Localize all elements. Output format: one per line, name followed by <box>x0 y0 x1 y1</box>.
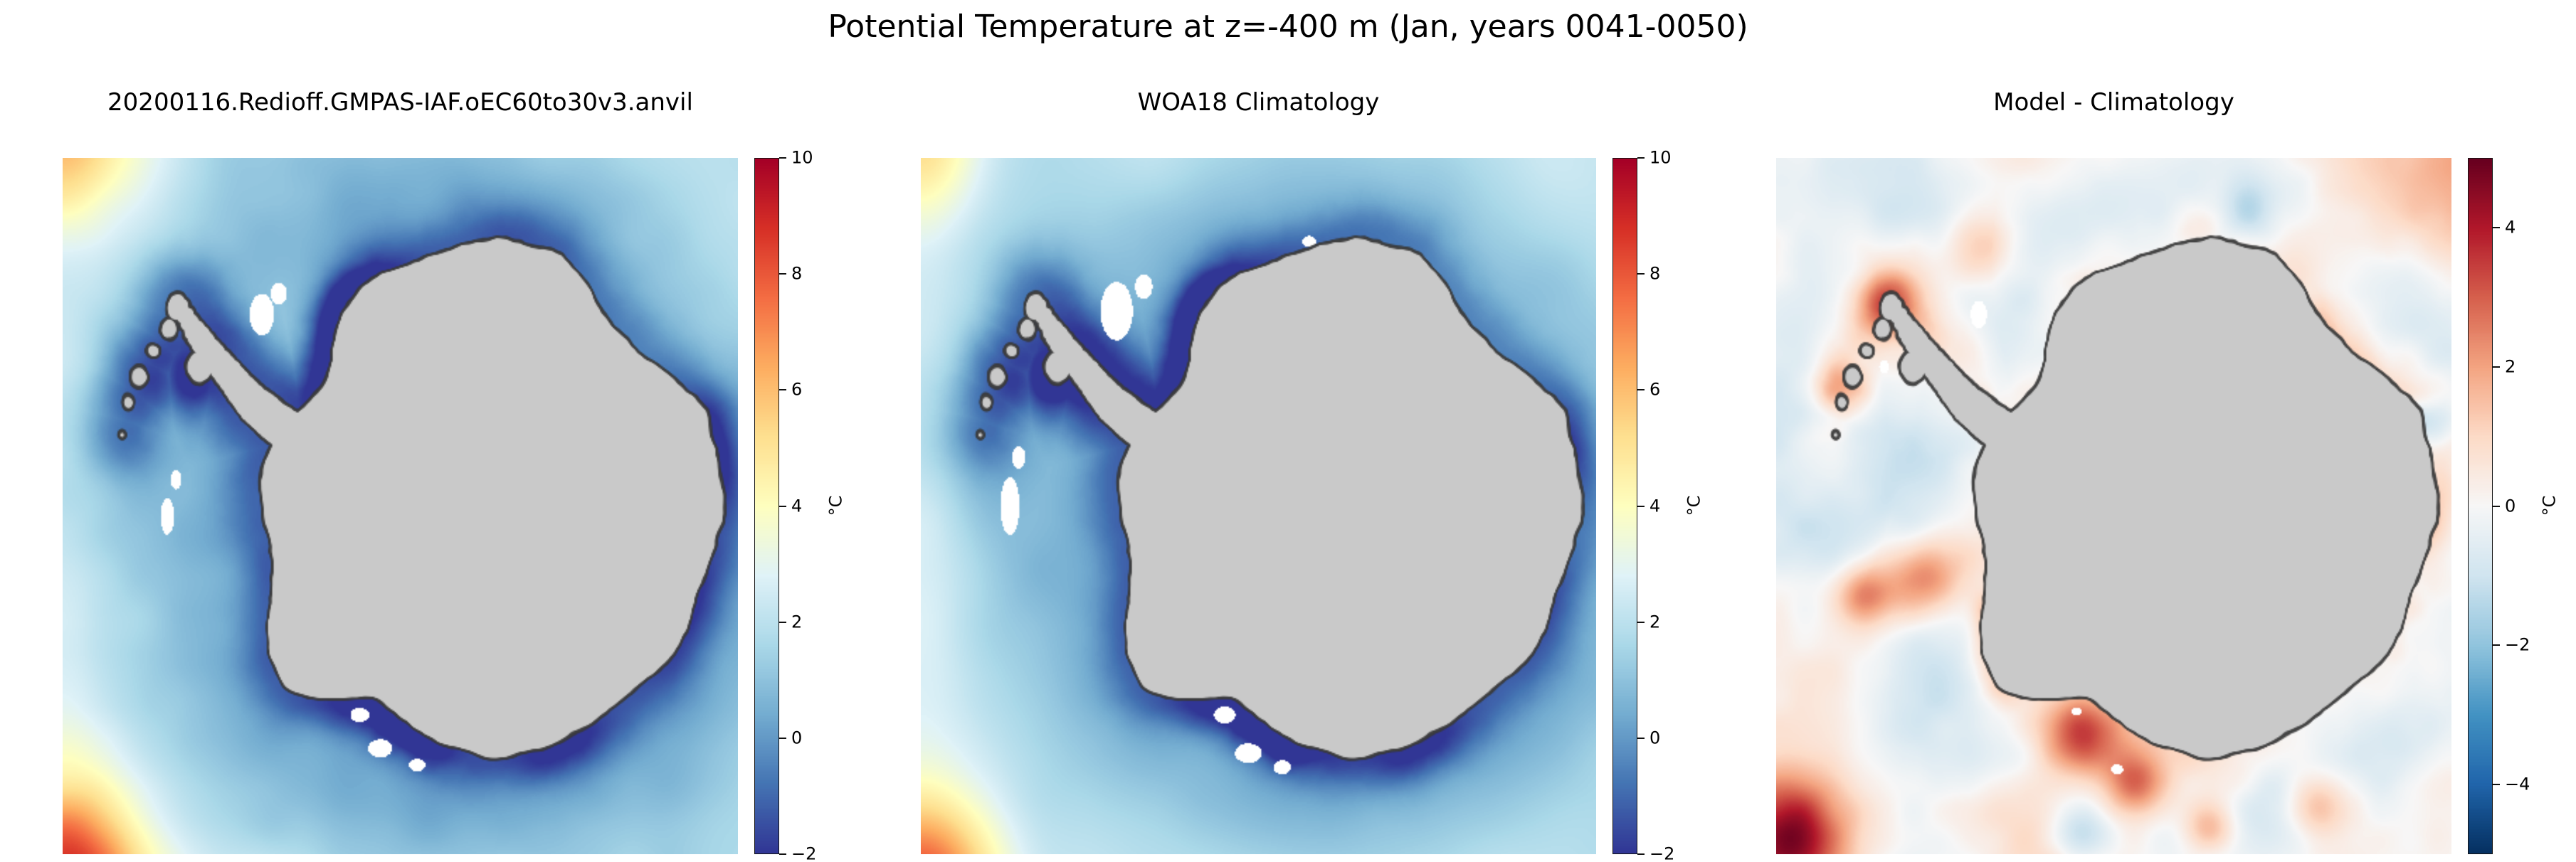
colorbar-tick <box>779 389 786 391</box>
panel-model: 20200116.Redioff.GMPAS-IAF.oEC60to30v3.a… <box>63 84 870 862</box>
colorbar-difference <box>2468 158 2493 854</box>
colorbar-tick <box>1637 621 1645 623</box>
panel-climatology: WOA18 Climatology −2 0 2 4 6 8 10 °C <box>921 84 1728 862</box>
figure-title: Potential Temperature at z=-400 m (Jan, … <box>0 9 2576 46</box>
colorbar-tick <box>1637 737 1645 739</box>
panel-difference: Model - Climatology −4 −2 0 2 4 °C <box>1776 84 2576 862</box>
colorbar-tick-label: 8 <box>791 263 803 284</box>
colorbar-tick <box>1637 157 1645 159</box>
colorbar-model <box>754 158 779 854</box>
colorbar-tick <box>1637 389 1645 391</box>
colorbar-tick <box>1637 273 1645 275</box>
colorbar-tick-label: 6 <box>1649 379 1661 400</box>
colorbar-tick-label: 2 <box>791 612 803 632</box>
colorbar-tick-label: 8 <box>1649 263 1661 284</box>
panel-title-text: 20200116.Redioff.GMPAS-IAF.oEC60to30v3.a… <box>107 88 693 117</box>
panel-title-model: 20200116.Redioff.GMPAS-IAF.oEC60to30v3.a… <box>63 88 738 117</box>
colorbar-tick <box>779 505 786 507</box>
unit-text: °C <box>1684 495 1704 516</box>
colorbar-tick <box>2493 226 2500 228</box>
colorbar-tick <box>779 157 786 159</box>
colorbar-tick <box>779 737 786 739</box>
colorbar-tick-label: 0 <box>2505 496 2516 516</box>
colorbar-tick-label: 4 <box>791 496 803 516</box>
colorbar-tick-label: 4 <box>2505 217 2516 238</box>
colorbar-tick-label: −2 <box>791 844 817 862</box>
colorbar-tick-label: 2 <box>2505 356 2516 377</box>
panel-title-text: WOA18 Climatology <box>1137 88 1380 117</box>
unit-text: °C <box>2539 495 2560 516</box>
colorbar-tick-label: 2 <box>1649 612 1661 632</box>
colorbar-tick-label: 0 <box>791 728 803 748</box>
colorbar-tick-label: 4 <box>1649 496 1661 516</box>
colorbar-tick-label: 0 <box>1649 728 1661 748</box>
colorbar-tick-label: −4 <box>2505 774 2530 794</box>
panel-title-text: Model - Climatology <box>1993 88 2234 117</box>
colorbar-tick-label: −2 <box>1649 844 1675 862</box>
colorbar-tick <box>779 273 786 275</box>
panel-title-difference: Model - Climatology <box>1776 88 2451 117</box>
panel-title-climatology: WOA18 Climatology <box>921 88 1596 117</box>
colorbar-tick-label: 6 <box>791 379 803 400</box>
colorbar-tick <box>779 853 786 855</box>
colorbar-tick <box>2493 366 2500 368</box>
colorbar-climatology <box>1612 158 1637 854</box>
colorbar-tick <box>2493 505 2500 507</box>
unit-text: °C <box>825 495 846 516</box>
map-canvas-climatology <box>921 158 1596 854</box>
colorbar-tick-label: 10 <box>791 147 813 168</box>
colorbar-tick <box>1637 505 1645 507</box>
colorbar-tick <box>779 621 786 623</box>
map-canvas-model <box>63 158 738 854</box>
colorbar-tick <box>2493 784 2500 786</box>
colorbar-tick <box>2493 644 2500 646</box>
colorbar-tick-label: −2 <box>2505 634 2530 655</box>
colorbar-tick <box>1637 853 1645 855</box>
colorbar-tick-label: 10 <box>1649 147 1672 168</box>
map-canvas-difference <box>1776 158 2451 854</box>
figure-title-text: Potential Temperature at z=-400 m (Jan, … <box>828 9 1748 45</box>
